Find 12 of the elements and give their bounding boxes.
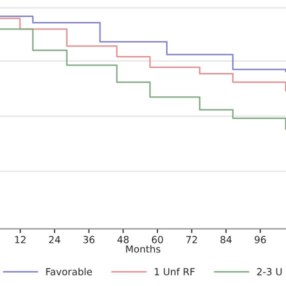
legend-label: 1 Unf RF bbox=[154, 268, 195, 276]
x-tick-label: 36 bbox=[83, 236, 94, 244]
x-axis-title: Months bbox=[126, 245, 160, 253]
x-tick-label: 12 bbox=[15, 236, 26, 244]
x-tick-label: 48 bbox=[117, 236, 129, 244]
x-tick-label: 72 bbox=[186, 236, 197, 244]
x-tick-label: 60 bbox=[152, 236, 163, 244]
x-tick-label: 96 bbox=[254, 236, 266, 244]
legend-label: Favorable bbox=[46, 268, 92, 276]
x-tick-label: 84 bbox=[220, 236, 232, 244]
x-tick-label: 24 bbox=[49, 236, 60, 244]
legend-label: 2-3 U bbox=[257, 268, 282, 276]
